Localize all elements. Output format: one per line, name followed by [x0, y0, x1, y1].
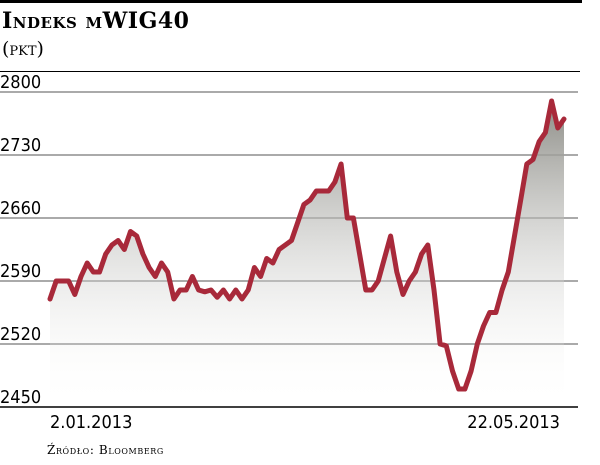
y-tick-label: 2800 [0, 72, 41, 93]
top-border [0, 0, 582, 3]
series-line [47, 98, 567, 392]
area-fill [50, 101, 564, 407]
y-tick-label: 2660 [0, 198, 41, 219]
y-tick-label: 2520 [0, 324, 41, 345]
y-tick-label: 2450 [0, 387, 41, 408]
x-axis-end-label: 22.05.2013 [467, 412, 560, 433]
chart-title: Indeks mWIG40 [2, 8, 190, 34]
y-axis-ticks: 2450 2520 2590 2660 2730 2800 [0, 72, 41, 408]
x-axis-start-label: 2.01.2013 [50, 412, 132, 433]
y-tick-label: 2590 [0, 261, 41, 282]
data-points [49, 100, 565, 390]
chart-unit: (pkt) [2, 38, 44, 60]
y-tick-label: 2730 [0, 135, 41, 156]
header-divider [0, 71, 580, 72]
source-note: Źródło: Bloomberg [47, 443, 164, 457]
